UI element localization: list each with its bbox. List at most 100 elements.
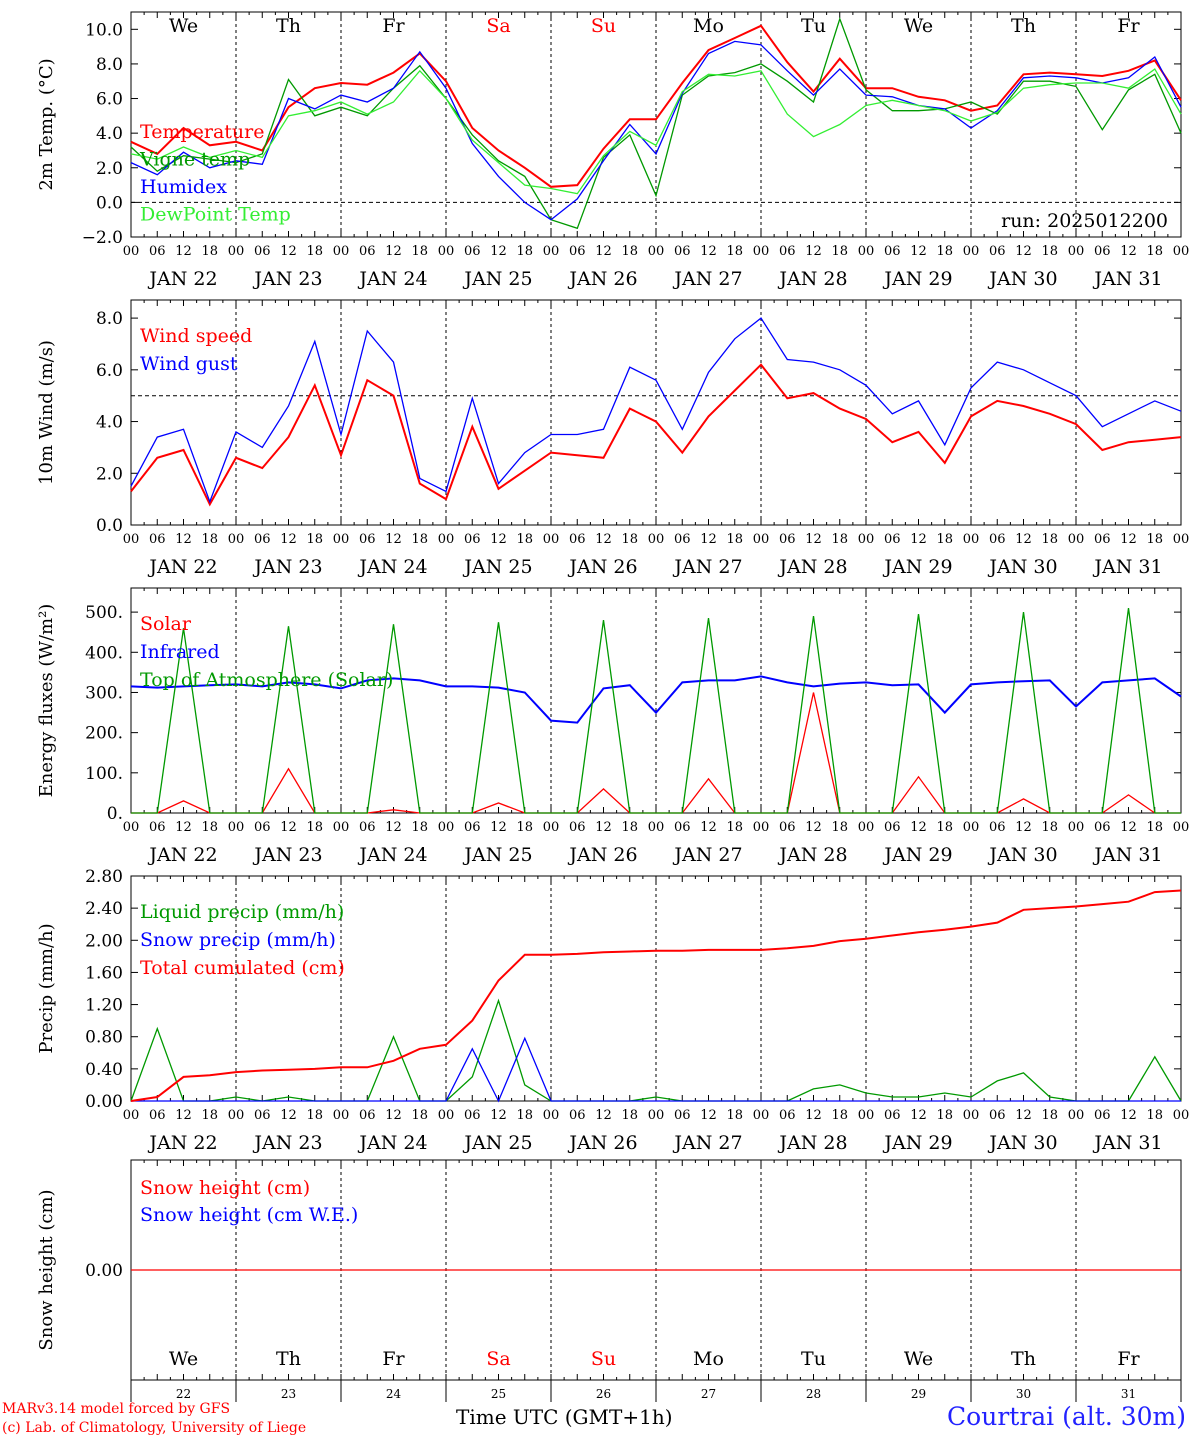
hour-label: 06	[1094, 820, 1111, 835]
hour-label: 18	[306, 1108, 323, 1123]
hour-label: 12	[280, 244, 297, 259]
y-tick-label: 0.40	[85, 1060, 123, 1080]
day-name: Fr	[382, 15, 405, 37]
date-label: JAN 23	[252, 556, 322, 578]
y-tick-label: 0.	[107, 804, 123, 824]
hour-label: 00	[438, 244, 455, 259]
hour-label: 06	[464, 244, 481, 259]
hour-label: 00	[753, 244, 770, 259]
hour-label: 06	[149, 244, 166, 259]
hour-label: 06	[149, 820, 166, 835]
hour-label: 12	[1015, 244, 1032, 259]
panel-energy: 0. 100. 200. 300. 400. 500. Energy fluxes (W/m…	[36, 587, 1189, 866]
hour-label: 06	[254, 532, 271, 547]
legend-entry: DewPoint Temp	[140, 204, 291, 226]
hour-label: 12	[700, 532, 717, 547]
hour-label: 06	[254, 244, 271, 259]
date-label: JAN 27	[672, 556, 742, 578]
date-label: JAN 28	[777, 844, 847, 866]
hour-label: 06	[989, 532, 1006, 547]
hour-label: 00	[963, 820, 980, 835]
hour-label: 18	[1041, 244, 1058, 259]
hour-label: 00	[1173, 244, 1190, 259]
legend-entry: Top of Atmosphere (Solar)	[140, 669, 393, 691]
hour-label: 18	[306, 820, 323, 835]
y-tick-label: 100.	[85, 764, 123, 784]
hour-label: 06	[779, 820, 796, 835]
hour-label: 12	[280, 820, 297, 835]
hour-label: 18	[1041, 1108, 1058, 1123]
legend-entry: Temperature	[140, 121, 264, 143]
date-label: JAN 28	[777, 268, 847, 290]
series-line-0	[130, 363, 1182, 507]
hour-label: 00	[858, 820, 875, 835]
hour-label: 00	[648, 532, 665, 547]
hour-label: 12	[175, 244, 192, 259]
hour-label: 12	[1120, 244, 1137, 259]
day-name: Tu	[801, 1348, 826, 1370]
panel-temperature: −2.0 0.0 2.0 4.0 6.0 8.0 10.0 2m Temp. (°C) Temp…	[36, 11, 1190, 290]
hour-label: 06	[359, 244, 376, 259]
date-label: JAN 28	[777, 1132, 847, 1154]
hour-label: 06	[359, 1108, 376, 1123]
hour-label: 12	[1015, 1108, 1032, 1123]
hour-label: 06	[464, 820, 481, 835]
series-line-2	[130, 889, 1182, 1102]
day-name: Th	[1011, 1348, 1036, 1370]
day-number: 28	[806, 1387, 821, 1401]
day-name: Th	[276, 15, 301, 37]
day-name: Mo	[693, 15, 724, 37]
hour-label: 00	[228, 1108, 245, 1123]
hour-label: 00	[123, 244, 140, 259]
legend-entry: Snow height (cm W.E.)	[140, 1204, 358, 1226]
hour-label: 12	[910, 532, 927, 547]
hour-label: 18	[1146, 244, 1163, 259]
hour-label: 06	[254, 1108, 271, 1123]
hour-label: 00	[1068, 532, 1085, 547]
day-name: Th	[1011, 15, 1036, 37]
y-axis-label: 2m Temp. (°C)	[36, 58, 57, 190]
hour-label: 00	[333, 532, 350, 547]
hour-label: 12	[805, 820, 822, 835]
day-number: 31	[1121, 1387, 1136, 1401]
hour-label: 18	[621, 244, 638, 259]
hour-label: 06	[569, 1108, 586, 1123]
date-label: JAN 25	[462, 268, 532, 290]
legend-entry: Wind speed	[140, 325, 252, 347]
day-name: Fr	[1117, 15, 1140, 37]
date-label: JAN 26	[567, 268, 637, 290]
y-tick-label: 0.80	[85, 1028, 123, 1048]
day-number: 27	[701, 1387, 716, 1401]
hour-label: 18	[936, 244, 953, 259]
hour-label: 00	[648, 1108, 665, 1123]
hour-label: 18	[1041, 532, 1058, 547]
hour-label: 12	[805, 532, 822, 547]
hour-label: 18	[516, 1108, 533, 1123]
legend-entry: Wind gust	[140, 353, 238, 375]
hour-label: 18	[726, 820, 743, 835]
date-label: JAN 25	[462, 1132, 532, 1154]
date-label: JAN 29	[882, 844, 952, 866]
hour-label: 06	[989, 244, 1006, 259]
hour-label: 06	[674, 820, 691, 835]
hour-label: 12	[910, 244, 927, 259]
hour-label: 18	[621, 1108, 638, 1123]
hour-label: 18	[516, 244, 533, 259]
hour-label: 06	[569, 244, 586, 259]
plot-frame	[130, 587, 1182, 814]
hour-label: 00	[648, 244, 665, 259]
hour-label: 00	[1068, 244, 1085, 259]
hour-label: 00	[333, 820, 350, 835]
run-annotation: run: 2025012200	[1001, 210, 1168, 232]
hour-label: 00	[1173, 532, 1190, 547]
hour-label: 12	[1015, 820, 1032, 835]
hour-label: 18	[201, 1108, 218, 1123]
y-tick-label: 0.0	[96, 516, 123, 536]
y-tick-label: 400.	[85, 643, 123, 663]
hour-label: 18	[1041, 820, 1058, 835]
panel-precip: 0.00 0.40 0.80 1.20 1.60 2.00 2.40 2.80 Precip (…	[36, 867, 1189, 1154]
legend-entry: Liquid precip (mm/h)	[140, 901, 344, 923]
series-line-1	[130, 16, 1182, 230]
y-tick-label: 2.0	[96, 464, 123, 484]
hour-label: 00	[858, 1108, 875, 1123]
